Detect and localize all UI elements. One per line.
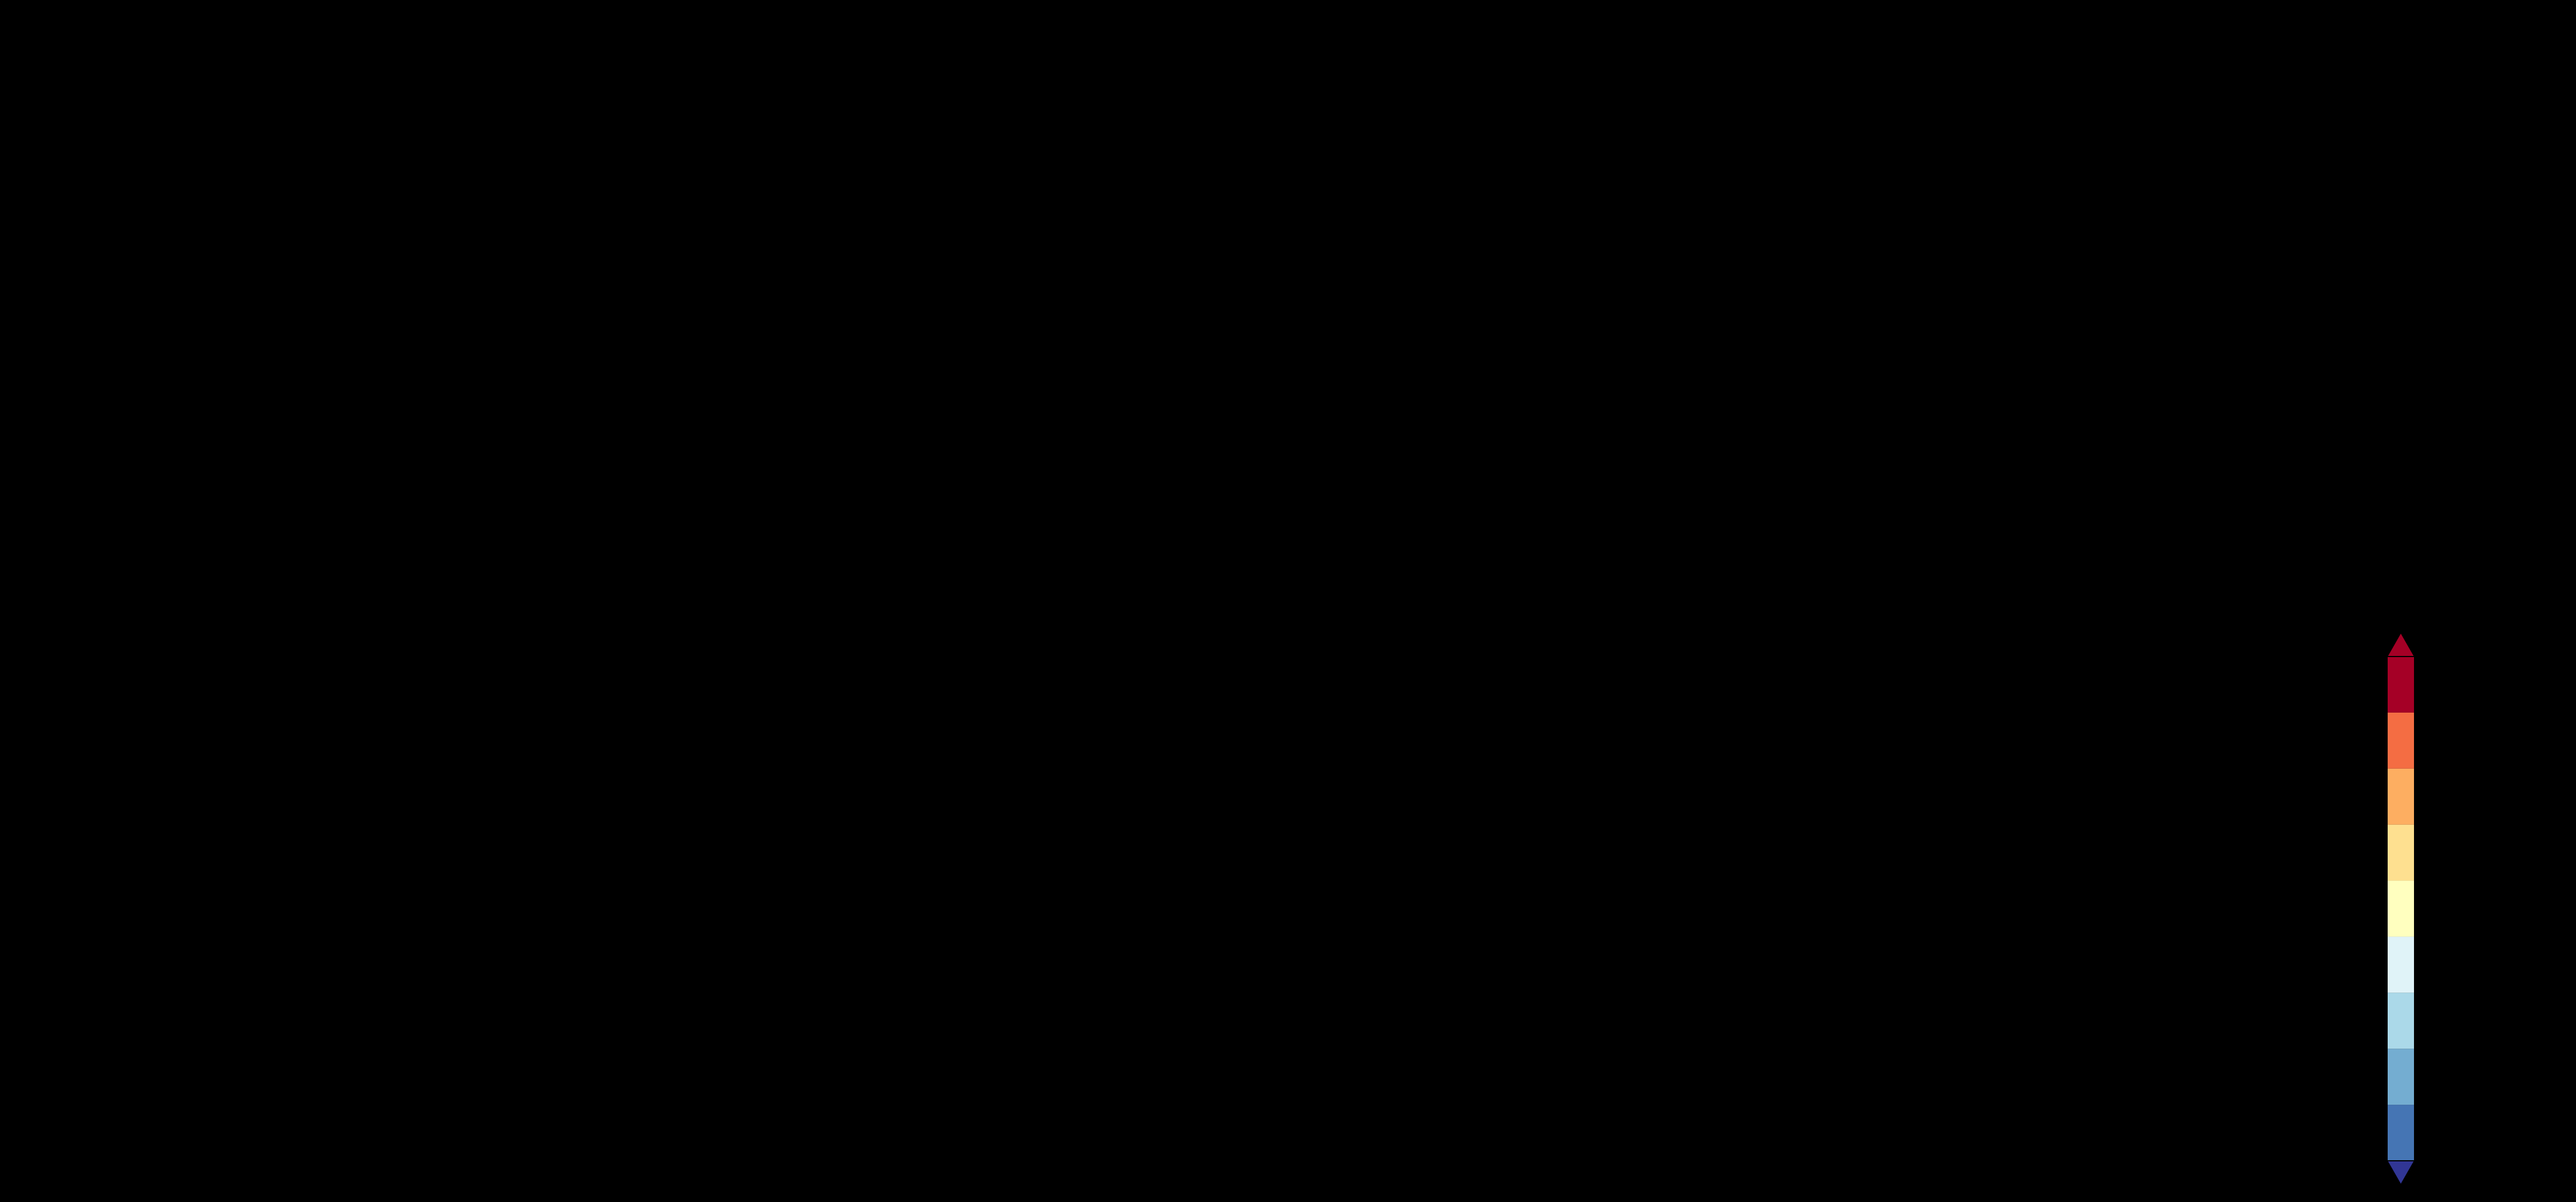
- figure: ERA54.55.05.56.06.57.07.5Mean of SDII (m…: [0, 0, 2576, 1202]
